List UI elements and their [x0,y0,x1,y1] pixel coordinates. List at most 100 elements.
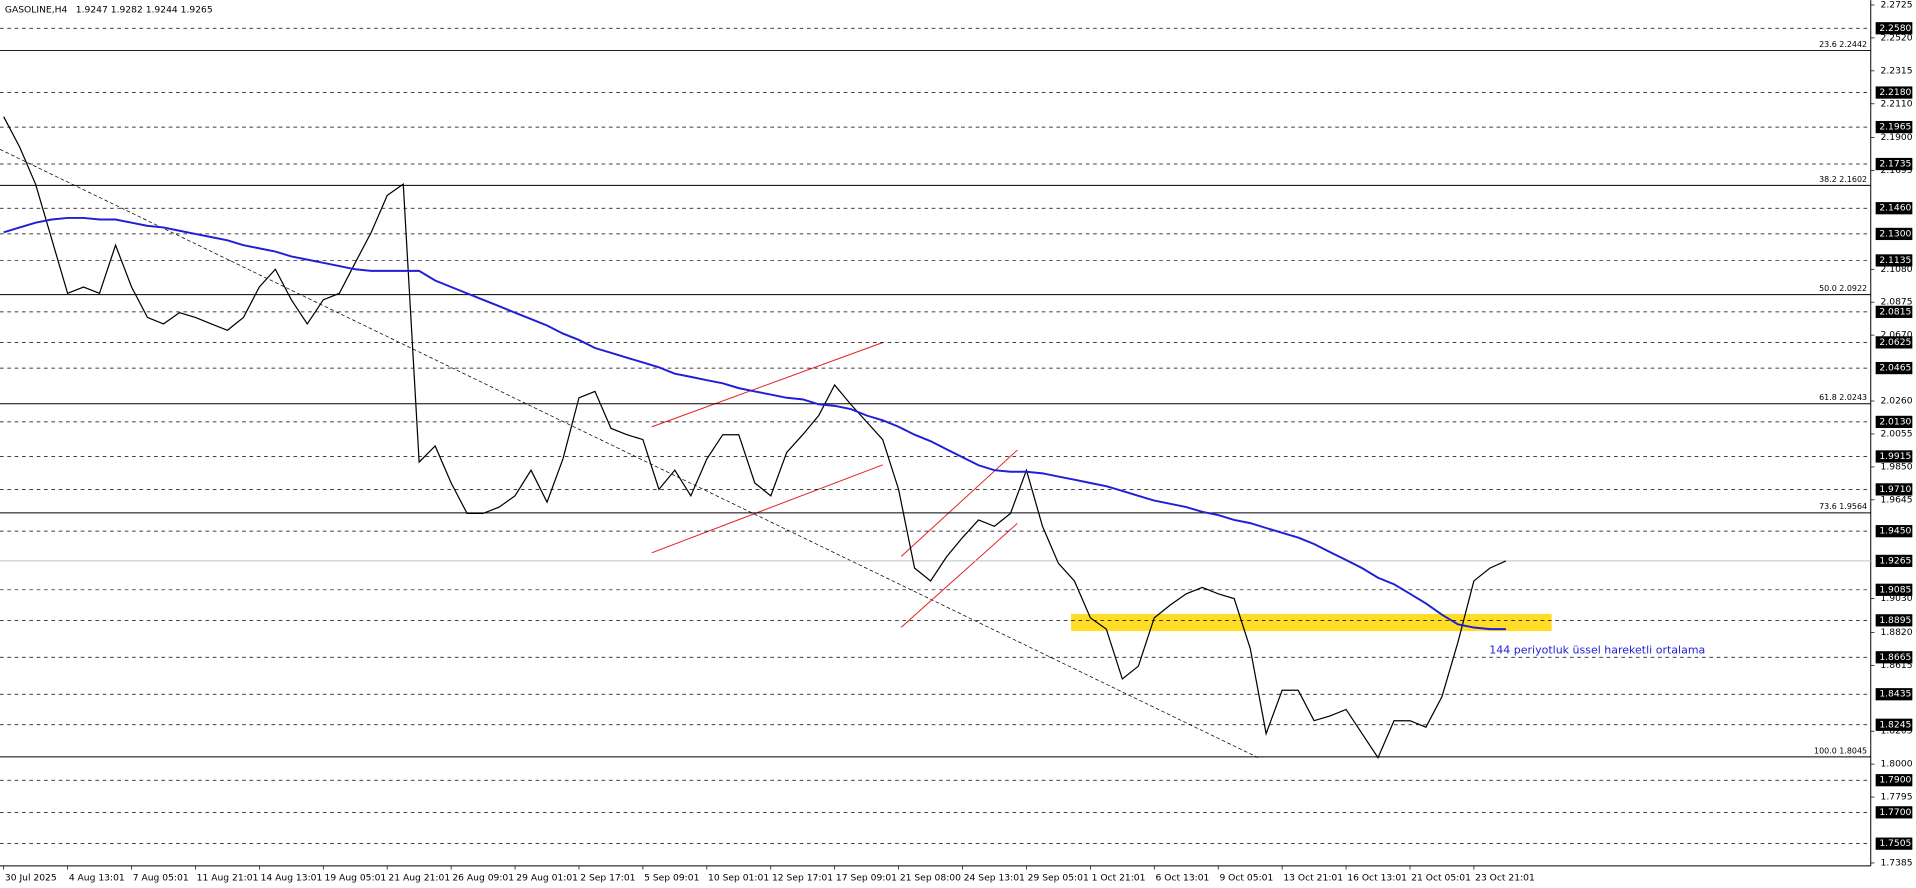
level-label: 2.2180 [1879,87,1911,98]
y-tick-label: 1.8000 [1881,759,1913,770]
level-box [1875,837,1913,850]
x-tick-label: 13 Oct 21:01 [1283,873,1343,884]
level-label: 2.0815 [1879,306,1911,317]
y-tick-label: 2.0055 [1881,428,1913,439]
level-label: 1.8665 [1879,652,1911,663]
ohlc: 1.9247 1.9282 1.9244 1.9265 [76,4,213,15]
fib-label: 50.0 2.0922 [1819,284,1867,293]
y-tick-label: 2.2520 [1881,32,1913,43]
y-tick-label: 2.1080 [1881,264,1913,275]
level-label: 1.7900 [1879,775,1911,786]
y-tick-label: 2.2725 [1881,0,1913,10]
y-tick-label: 1.9645 [1881,494,1913,505]
level-label: 1.8435 [1879,689,1911,700]
y-tick-label: 2.1900 [1881,132,1913,143]
level-box [1875,525,1913,538]
level-label: 1.8245 [1879,719,1911,730]
level-label: 2.1735 [1879,159,1911,170]
y-tick-label: 1.8205 [1881,726,1913,737]
x-tick-label: 5 Sep 09:01 [644,873,699,884]
x-tick-label: 1 Oct 21:01 [1092,873,1146,884]
y-tick-label: 1.8820 [1881,627,1913,638]
level-label: 1.8895 [1879,615,1911,626]
level-box [1875,583,1913,596]
y-tick-label: 2.1695 [1881,165,1913,176]
fib-label: 61.8 2.0243 [1819,393,1867,402]
level-box [1875,254,1913,267]
level-box [1875,806,1913,819]
x-tick-label: 14 Aug 13:01 [261,873,323,884]
y-tick-label: 1.7385 [1881,857,1913,868]
x-tick-label: 21 Aug 21:01 [388,873,450,884]
level-label: 1.9085 [1879,584,1911,595]
level-box [1875,415,1913,429]
x-tick-label: 10 Sep 01:01 [708,873,769,884]
level-label: 2.0465 [1879,363,1911,374]
x-tick-label: 26 Aug 09:01 [452,873,514,884]
channel-line [900,523,1018,628]
level-box [1875,336,1913,349]
level-box [1875,614,1913,627]
level-label: 2.1965 [1879,122,1911,133]
x-tick-label: 16 Oct 13:01 [1347,873,1407,884]
level-label: 2.0625 [1879,337,1911,348]
level-box [1875,202,1913,215]
symbol: GASOLINE,H4 [5,4,68,15]
level-box [1875,157,1913,171]
x-tick-label: 19 Aug 05:01 [325,873,387,884]
current-price-box [1875,554,1913,568]
x-tick-label: 11 Aug 21:01 [197,873,259,884]
x-tick-label: 6 Oct 13:01 [1156,873,1210,884]
channel-line [651,464,883,554]
x-tick-label: 24 Sep 13:01 [964,873,1025,884]
x-tick-label: 29 Sep 05:01 [1028,873,1089,884]
level-label: 2.1135 [1879,255,1911,266]
level-label: 1.9450 [1879,526,1911,537]
level-box [1875,774,1913,787]
level-box [1875,483,1913,496]
level-box [1875,22,1913,35]
y-tick-label: 1.7795 [1881,792,1913,803]
y-tick-label: 2.0260 [1881,396,1913,407]
support-zone [1071,613,1552,632]
level-box [1875,450,1913,463]
level-label: 2.0130 [1879,416,1911,427]
level-box [1875,227,1913,241]
fib-label: 73.6 1.9564 [1819,502,1867,511]
current-price-label: 1.9265 [1879,555,1911,566]
level-box [1875,718,1913,731]
level-box [1875,688,1913,701]
x-tick-label: 7 Aug 05:01 [133,873,189,884]
level-box [1875,305,1913,318]
channel-line [651,342,883,428]
level-label: 2.1460 [1879,203,1911,214]
fib-label: 100.0 1.8045 [1814,746,1867,755]
trend-line [0,148,1260,759]
level-label: 1.7700 [1879,807,1911,818]
x-tick-label: 12 Sep 17:01 [772,873,833,884]
level-box [1875,361,1913,375]
channel-line [900,449,1018,557]
level-label: 1.9915 [1879,451,1911,462]
x-tick-label: 21 Sep 08:00 [900,873,961,884]
level-label: 1.7505 [1879,838,1911,849]
level-box [1875,86,1913,99]
x-tick-label: 30 Jul 2025 [5,873,57,884]
x-tick-label: 2 Sep 17:01 [580,873,635,884]
y-tick-label: 2.2110 [1881,98,1913,109]
y-tick-label: 1.9030 [1881,593,1913,604]
y-tick-label: 1.8615 [1881,660,1913,671]
x-tick-label: 29 Aug 01:01 [516,873,578,884]
y-tick-label: 1.9850 [1881,461,1913,472]
annotation: 144 periyotluk üssel hareketli ortalama [1489,644,1705,657]
x-tick-label: 9 Oct 05:01 [1219,873,1273,884]
y-tick-label: 2.0875 [1881,297,1913,308]
level-box [1875,120,1913,134]
level-box [1875,651,1913,664]
x-tick-label: 17 Sep 09:01 [836,873,897,884]
level-label: 2.2580 [1879,23,1911,34]
level-label: 2.1300 [1879,228,1911,239]
x-tick-label: 21 Oct 05:01 [1411,873,1471,884]
